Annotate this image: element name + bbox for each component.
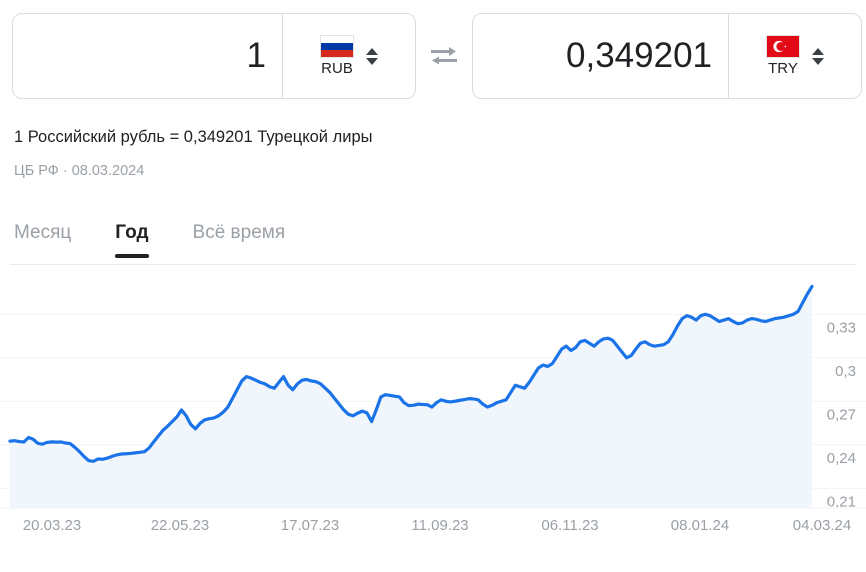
from-amount-input[interactable]: 1	[246, 36, 266, 75]
x-axis-label: 06.11.23	[541, 517, 598, 534]
to-spinner-icon[interactable]	[812, 47, 824, 65]
x-axis-label: 17.07.23	[281, 517, 339, 534]
flag-russia-icon	[320, 35, 354, 58]
chart-svg: 0,33 0,3 0,27 0,24 0,21 20.03.23 22.05.23 17.07…	[0, 284, 866, 534]
x-axis-label: 11.09.23	[411, 517, 468, 534]
tab-month[interactable]: Месяц	[14, 222, 72, 243]
y-axis-label: 0,3	[835, 363, 856, 380]
to-currency-inner: TRY	[766, 35, 800, 77]
box-divider	[728, 14, 729, 98]
swap-currencies-button[interactable]	[416, 43, 472, 69]
to-currency-box: 0,349201 TRY	[472, 13, 862, 99]
box-divider	[282, 14, 283, 98]
chart-line	[8, 284, 814, 463]
from-spinner-icon[interactable]	[366, 47, 378, 65]
from-currency-selector[interactable]: RUB	[283, 14, 415, 98]
conversion-result-text: 1 Российский рубль = 0,349201 Турецкой л…	[14, 128, 373, 146]
x-axis-label: 08.01.24	[671, 517, 729, 534]
from-currency-box: 1 RUB	[12, 13, 416, 99]
y-axis-label: 0,24	[827, 450, 856, 467]
tab-all-time[interactable]: Всё время	[192, 222, 286, 243]
chart-area-fill	[10, 286, 812, 508]
currency-converter: 1 RUB 0,349201	[0, 12, 866, 100]
to-currency-code: TRY	[768, 60, 798, 77]
to-currency-selector[interactable]: TRY	[729, 14, 861, 98]
tab-year[interactable]: Год	[93, 222, 170, 258]
period-tabs: Месяц Год Всё время	[14, 222, 307, 258]
tabs-divider	[10, 264, 856, 265]
flag-turkey-icon	[766, 35, 800, 58]
x-axis-label: 22.05.23	[151, 517, 209, 534]
y-axis-label: 0,21	[827, 493, 856, 510]
to-amount-input[interactable]: 0,349201	[566, 36, 712, 75]
y-axis-label: 0,33	[827, 319, 856, 336]
swap-arrows-icon	[431, 47, 457, 65]
x-axis-label: 20.03.23	[23, 517, 81, 534]
rate-source-text: ЦБ РФ · 08.03.2024	[14, 163, 145, 179]
from-currency-inner: RUB	[320, 35, 354, 77]
x-axis-label: 04.03.24	[793, 517, 851, 534]
exchange-rate-chart[interactable]: 0,33 0,3 0,27 0,24 0,21 20.03.23 22.05.23 17.07…	[0, 272, 866, 572]
y-axis-label: 0,27	[827, 406, 856, 423]
from-currency-code: RUB	[321, 60, 353, 77]
